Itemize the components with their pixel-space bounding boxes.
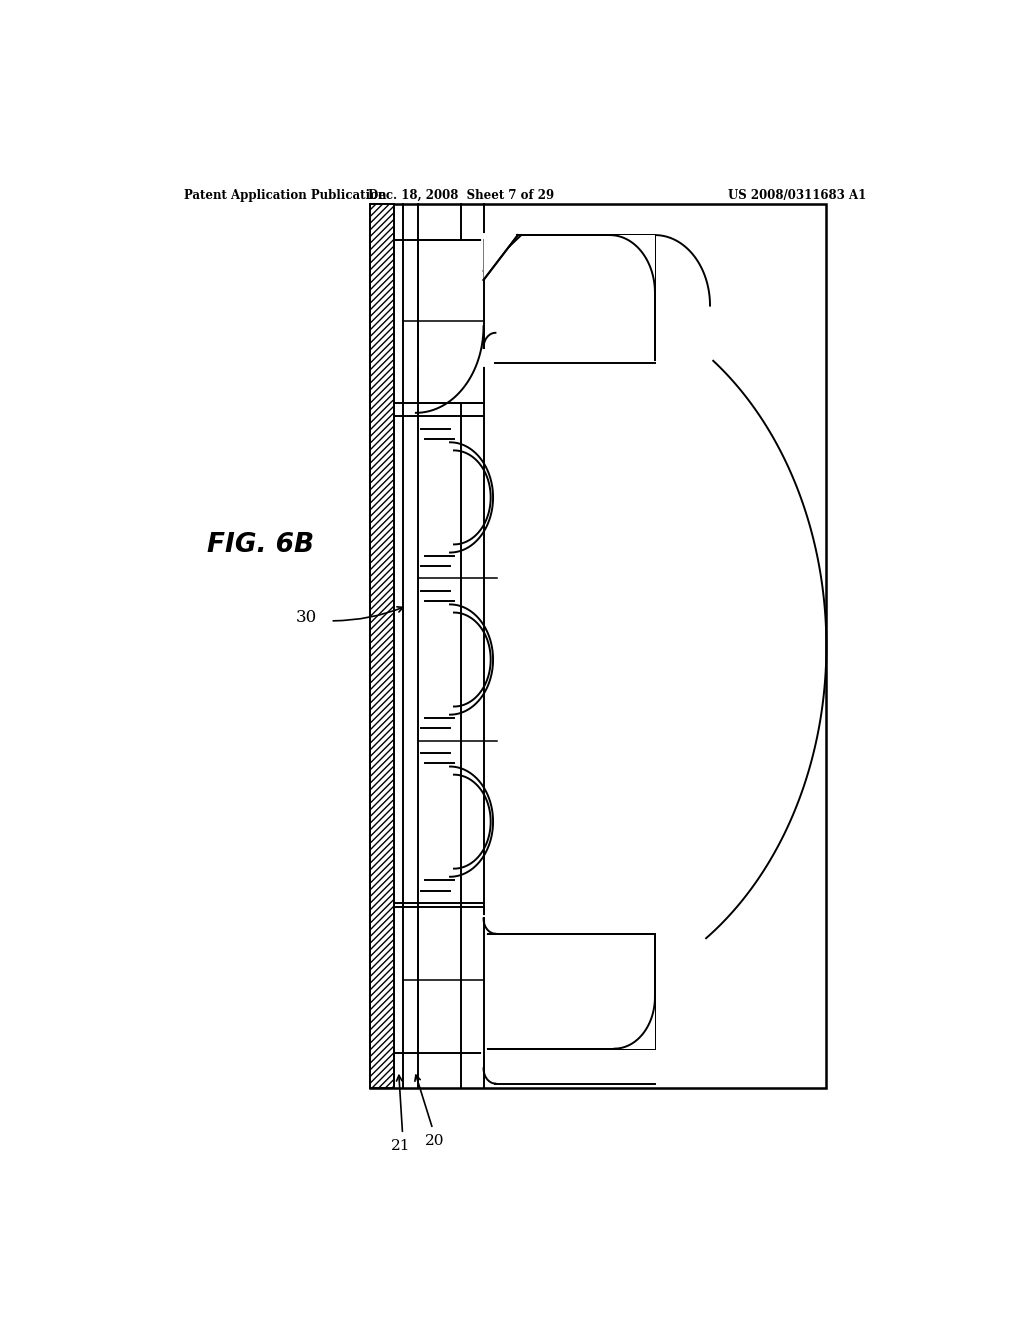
Bar bbox=[483, 235, 655, 363]
Bar bbox=[370, 205, 394, 1089]
Text: 20: 20 bbox=[425, 1134, 444, 1148]
Text: FIG. 6B: FIG. 6B bbox=[207, 532, 314, 557]
Text: 30: 30 bbox=[296, 610, 316, 626]
Text: US 2008/0311683 A1: US 2008/0311683 A1 bbox=[728, 189, 866, 202]
Bar bbox=[610, 235, 655, 293]
Text: Dec. 18, 2008  Sheet 7 of 29: Dec. 18, 2008 Sheet 7 of 29 bbox=[369, 189, 554, 202]
Text: 21: 21 bbox=[390, 1139, 410, 1154]
Bar bbox=[370, 205, 826, 1089]
Bar bbox=[418, 239, 483, 403]
Bar bbox=[483, 933, 655, 1048]
Text: Patent Application Publication: Patent Application Publication bbox=[183, 189, 386, 202]
Bar bbox=[614, 997, 655, 1048]
Polygon shape bbox=[483, 235, 518, 280]
